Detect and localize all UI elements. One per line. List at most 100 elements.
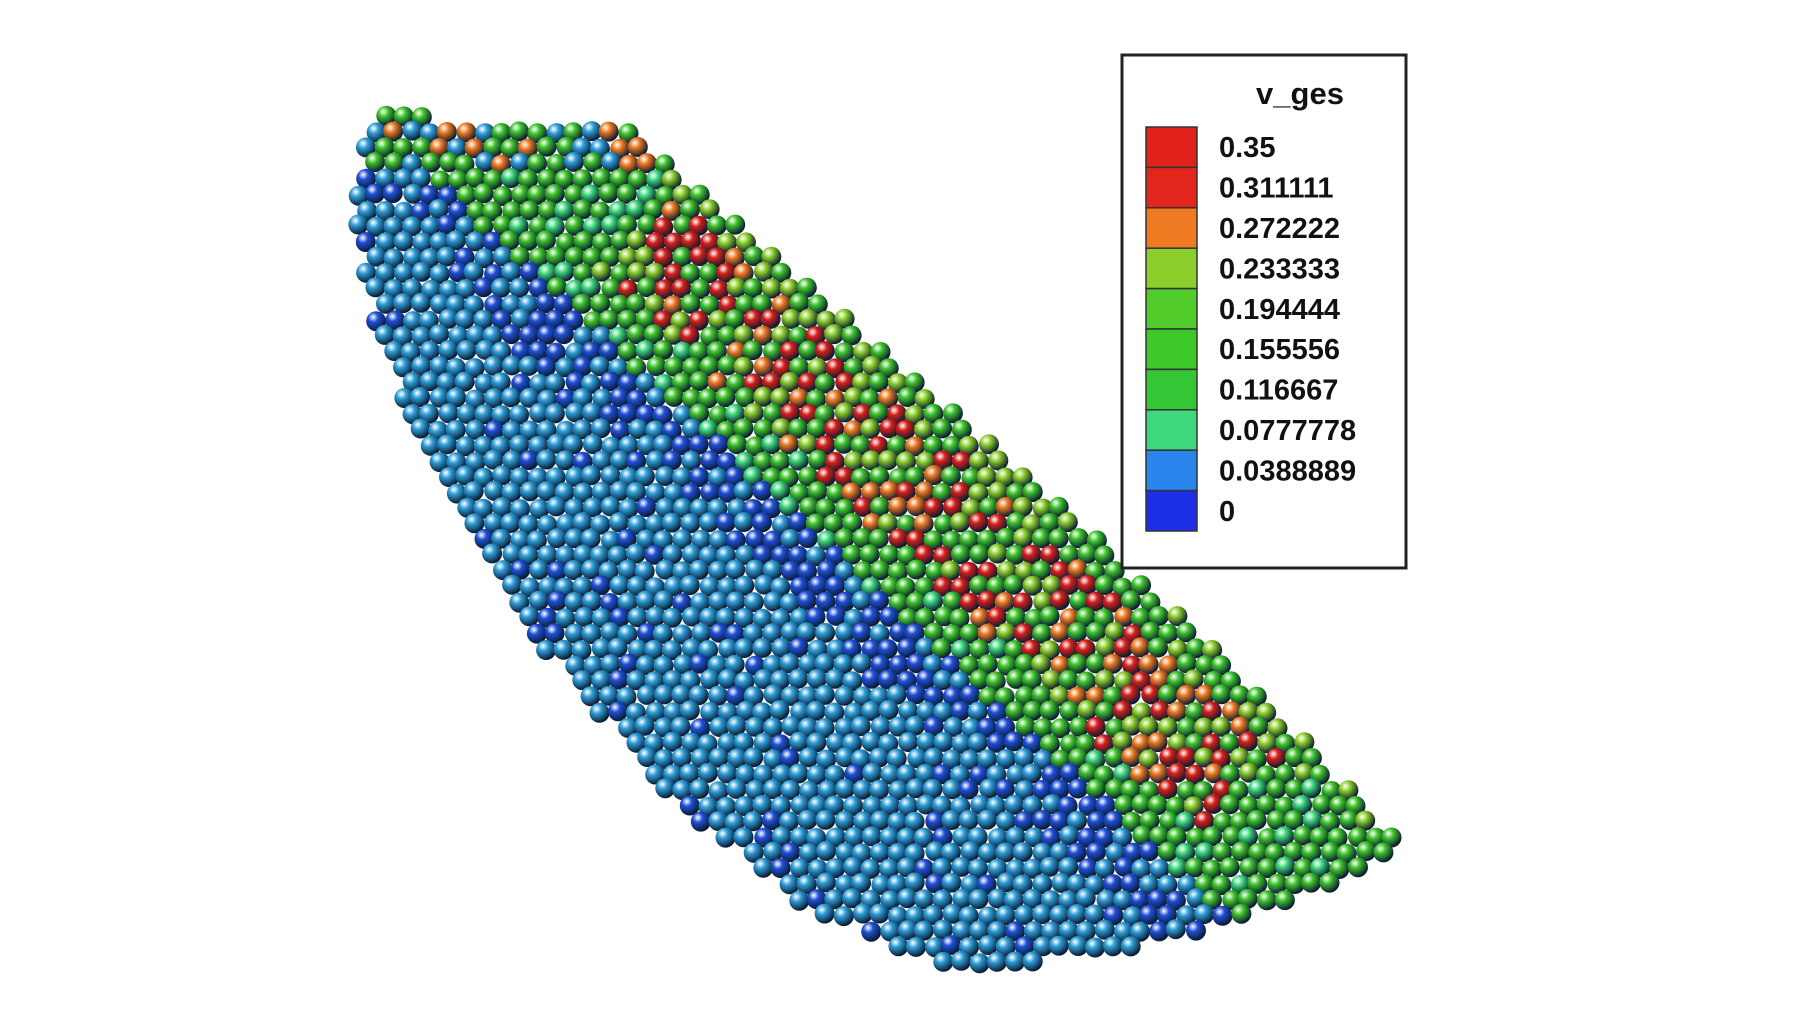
particle <box>1148 606 1169 626</box>
particle <box>916 701 937 722</box>
particle <box>483 137 504 158</box>
particle <box>1348 857 1368 878</box>
particle <box>688 434 709 455</box>
particle <box>510 152 531 173</box>
particle <box>1283 810 1304 830</box>
particle <box>796 277 817 298</box>
particle <box>599 685 619 706</box>
particle <box>383 216 404 237</box>
particle <box>681 544 702 565</box>
particle <box>752 608 773 629</box>
particle <box>590 514 611 535</box>
particle <box>393 231 414 252</box>
particle <box>1310 857 1331 878</box>
particle <box>923 465 944 485</box>
particle <box>914 607 935 628</box>
particle <box>1048 528 1069 549</box>
particle <box>958 435 979 456</box>
particle <box>805 700 826 721</box>
particle <box>382 183 403 204</box>
particle <box>607 545 628 566</box>
particle <box>1120 936 1141 957</box>
particle <box>653 530 673 551</box>
particle <box>626 451 647 472</box>
particle <box>708 405 729 426</box>
particle <box>519 262 540 282</box>
particle <box>655 186 676 206</box>
particle <box>826 605 847 626</box>
particle <box>700 702 721 722</box>
particle <box>661 200 682 221</box>
particle <box>1039 700 1060 721</box>
particle <box>1022 575 1043 596</box>
particle <box>635 372 656 393</box>
particle <box>796 590 817 611</box>
particle <box>700 669 720 690</box>
particle <box>564 184 585 205</box>
particle <box>925 937 945 958</box>
particle <box>1022 482 1043 502</box>
particle <box>420 216 441 237</box>
legend-label: 0.272222 <box>1219 213 1340 245</box>
particle <box>375 263 396 284</box>
particle <box>356 137 376 158</box>
particle <box>852 403 873 424</box>
particle <box>763 841 784 862</box>
particle <box>528 310 549 331</box>
particle <box>518 355 539 376</box>
particle <box>1031 685 1052 706</box>
particle <box>355 232 376 252</box>
particle <box>1138 654 1159 675</box>
particle <box>1293 825 1314 846</box>
particle <box>1320 841 1341 862</box>
particle <box>880 576 901 597</box>
particle <box>689 246 710 267</box>
particle <box>645 450 666 471</box>
particle <box>627 137 648 157</box>
legend-swatch <box>1145 449 1198 492</box>
particle <box>968 512 989 533</box>
particle <box>1140 621 1161 642</box>
particle <box>762 403 783 424</box>
particle <box>509 592 530 613</box>
particle <box>448 170 469 191</box>
particle <box>896 451 916 472</box>
particle <box>1104 561 1125 581</box>
particle <box>1049 590 1070 611</box>
particle <box>546 246 566 267</box>
particle <box>904 872 925 893</box>
particle <box>1176 717 1197 738</box>
particle <box>438 308 459 329</box>
particle <box>734 608 755 628</box>
particle <box>1266 810 1287 830</box>
particle <box>733 512 754 532</box>
particle <box>717 232 737 253</box>
particle <box>841 325 862 346</box>
particle <box>473 309 494 330</box>
particle <box>591 450 612 471</box>
particle <box>888 496 909 517</box>
particle <box>771 418 792 439</box>
particle <box>1040 545 1061 566</box>
particle <box>788 763 809 784</box>
particle <box>727 748 748 769</box>
particle <box>797 561 817 582</box>
particle <box>851 622 872 643</box>
particle <box>1149 826 1170 847</box>
particle <box>545 373 566 394</box>
particle <box>814 684 835 705</box>
particle <box>655 559 676 580</box>
particle <box>886 684 907 705</box>
particle <box>643 199 664 220</box>
particle <box>923 435 944 456</box>
particle <box>635 246 655 267</box>
particle <box>725 685 746 706</box>
particle <box>681 606 702 627</box>
particle <box>617 592 638 613</box>
particle <box>400 342 421 363</box>
particle <box>473 277 494 298</box>
particle <box>1139 841 1160 862</box>
particle <box>564 623 585 644</box>
particle <box>1211 875 1232 896</box>
particle <box>1114 795 1135 815</box>
